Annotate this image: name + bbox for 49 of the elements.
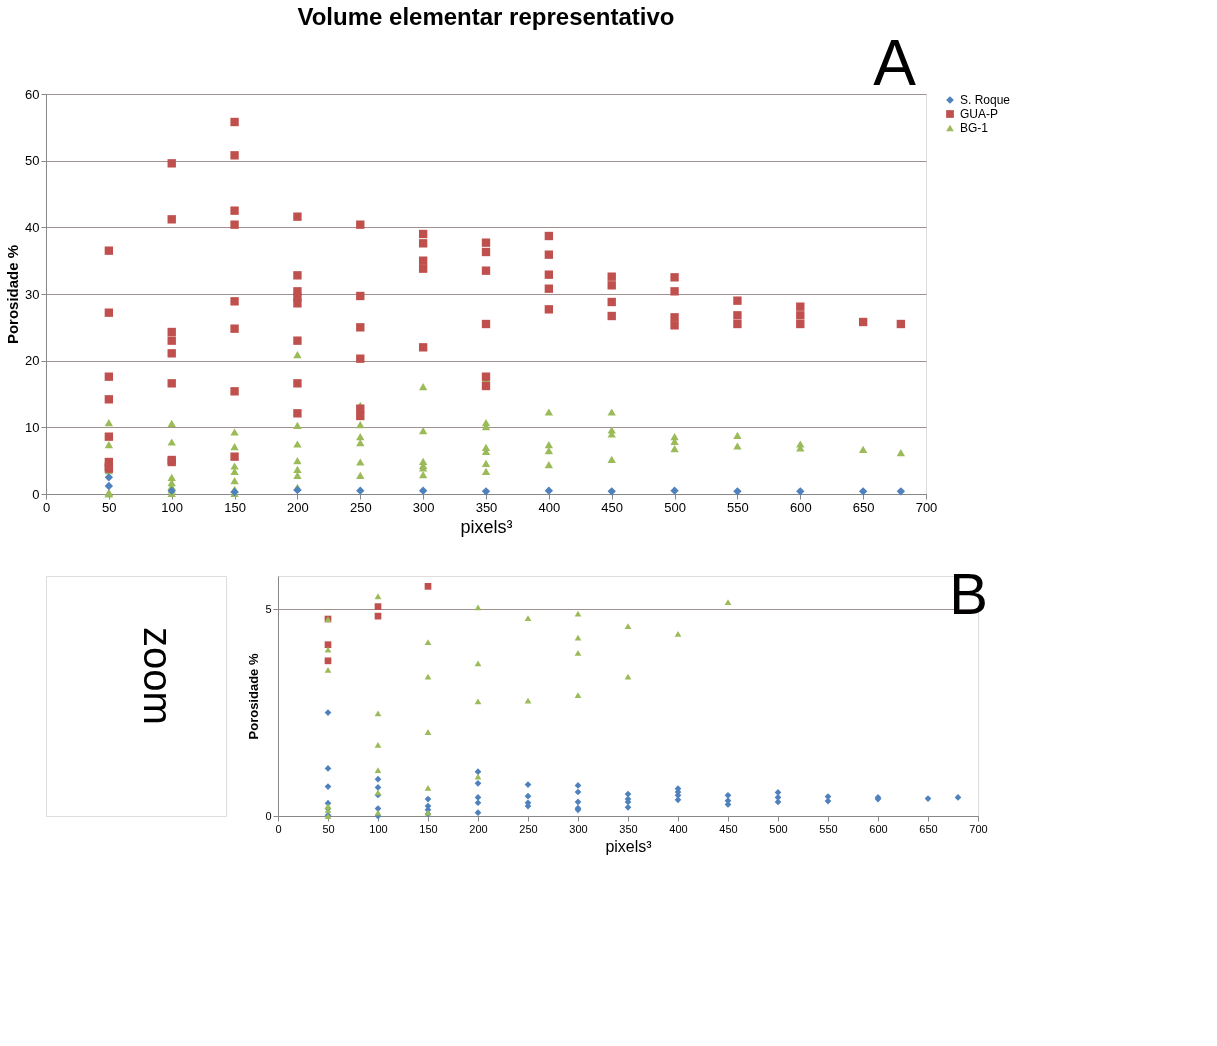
y-tick-label: 60: [25, 86, 40, 102]
x-tick-label: 100: [161, 499, 184, 515]
y-tick-label: 50: [25, 153, 40, 169]
legend-label: BG-1: [960, 121, 989, 135]
x-tick-label: 200: [469, 822, 488, 835]
legend-label: GUA-P: [960, 107, 999, 121]
x-tick-label: 0: [275, 822, 282, 835]
x-tick-label: 700: [969, 822, 988, 835]
y-axis-title: Porosidade %: [4, 244, 22, 345]
x-tick-label: 150: [419, 822, 438, 835]
x-tick-label: 350: [475, 499, 498, 515]
x-tick-label: 350: [619, 822, 638, 835]
y-tick-label: 40: [25, 219, 40, 235]
x-tick-label: 500: [769, 822, 788, 835]
x-tick-label: 450: [601, 499, 624, 515]
x-tick-label: 550: [819, 822, 838, 835]
x-tick-label: 400: [538, 499, 561, 515]
text: zoom: [136, 627, 180, 725]
x-tick-label: 150: [224, 499, 246, 515]
legend-label: S. Roque: [960, 93, 1011, 107]
x-tick-label: 0: [42, 499, 51, 515]
x-tick-label: 300: [569, 822, 588, 835]
x-tick-label: 300: [412, 499, 435, 515]
y-tick-label: 0: [32, 486, 40, 502]
x-tick-label: 600: [789, 499, 812, 515]
x-tick-label: 450: [719, 822, 738, 835]
x-tick-label: 500: [664, 499, 686, 515]
x-tick-label: 200: [287, 499, 309, 515]
x-tick-label: 600: [869, 822, 888, 835]
x-tick-label: 400: [669, 822, 688, 835]
x-tick-label: 550: [727, 499, 749, 515]
x-tick-label: 50: [102, 499, 117, 515]
chart-title: Volume elementar representativo: [297, 3, 675, 30]
x-tick-label: 50: [322, 822, 335, 835]
y-tick-label: 5: [265, 602, 272, 615]
y-tick-label: 10: [25, 419, 40, 435]
x-tick-label: 700: [915, 499, 938, 515]
x-tick-label: 250: [349, 499, 372, 515]
x-tick-label: 650: [852, 499, 875, 515]
y-tick-label: 20: [25, 353, 40, 369]
x-axis-title: pixels³: [605, 837, 653, 855]
x-axis-title: pixels³: [460, 516, 513, 537]
x-tick-label: 100: [369, 822, 388, 835]
x-tick-label: 650: [919, 822, 938, 835]
y-axis-title: Porosidade %: [246, 653, 262, 740]
annotation: B: [949, 561, 988, 626]
x-tick-label: 250: [519, 822, 538, 835]
annotation: A: [873, 27, 917, 99]
y-tick-label: 30: [25, 286, 40, 302]
